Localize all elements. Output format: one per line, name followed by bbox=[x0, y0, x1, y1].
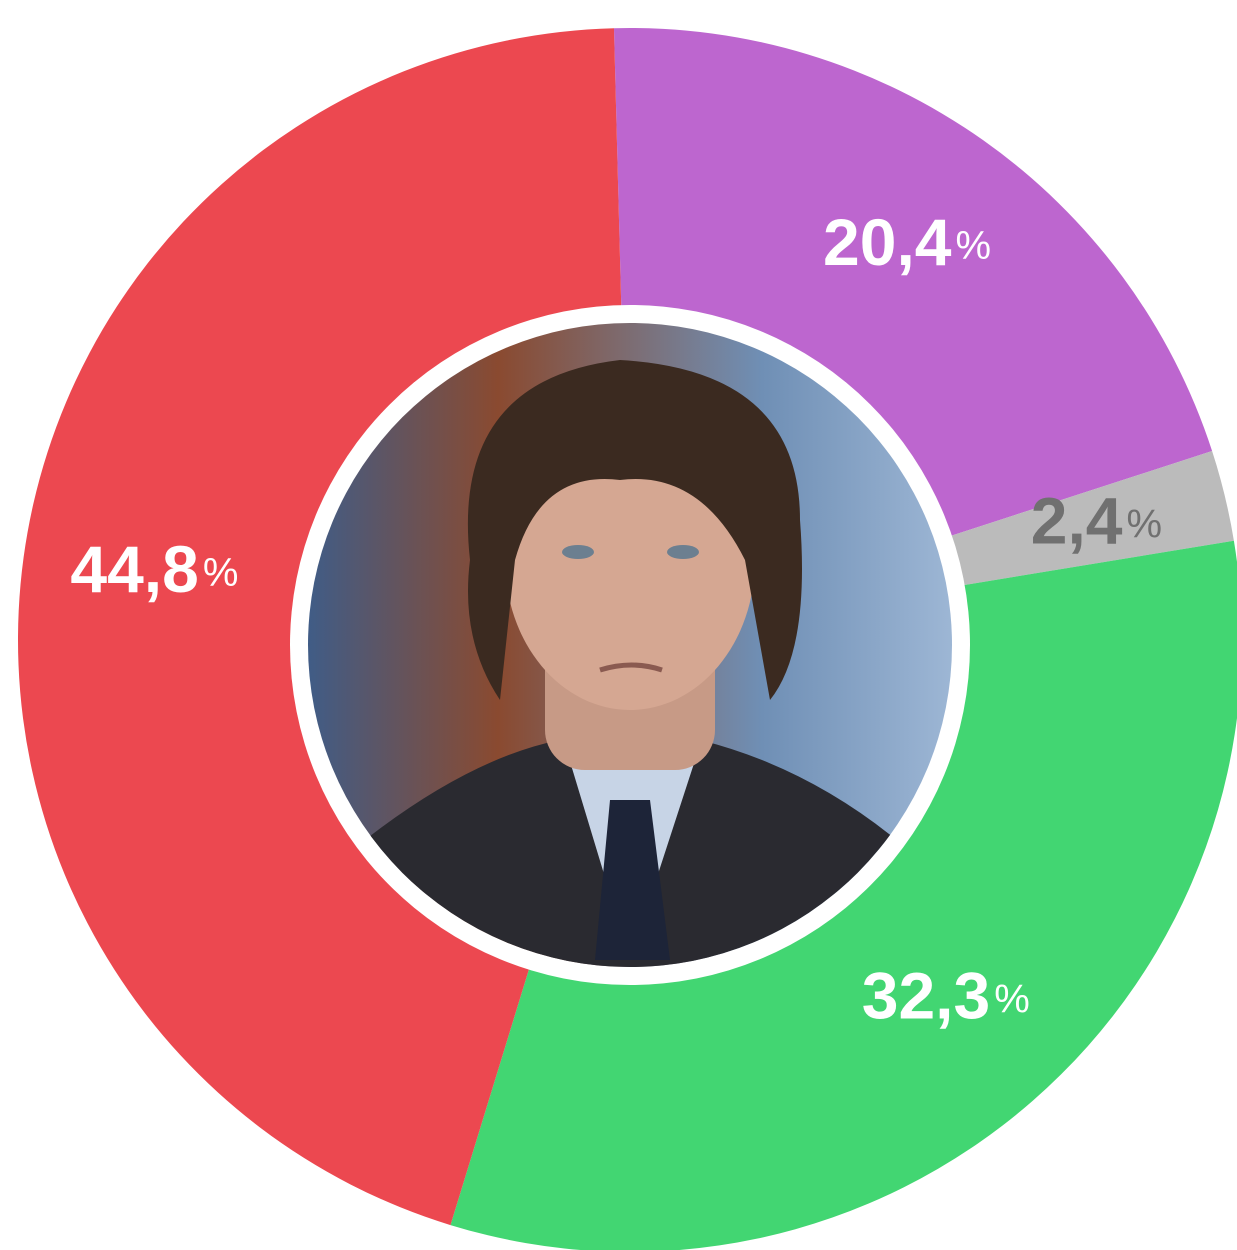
slice bbox=[17, 28, 622, 1226]
value-label: 44,8% bbox=[70, 532, 238, 606]
slice bbox=[943, 451, 1234, 587]
slice bbox=[613, 28, 1213, 539]
value-label: 2,4% bbox=[1031, 484, 1162, 558]
value-label: 20,4% bbox=[823, 205, 991, 279]
value-label: 32,3% bbox=[862, 959, 1030, 1033]
portrait bbox=[308, 323, 952, 967]
